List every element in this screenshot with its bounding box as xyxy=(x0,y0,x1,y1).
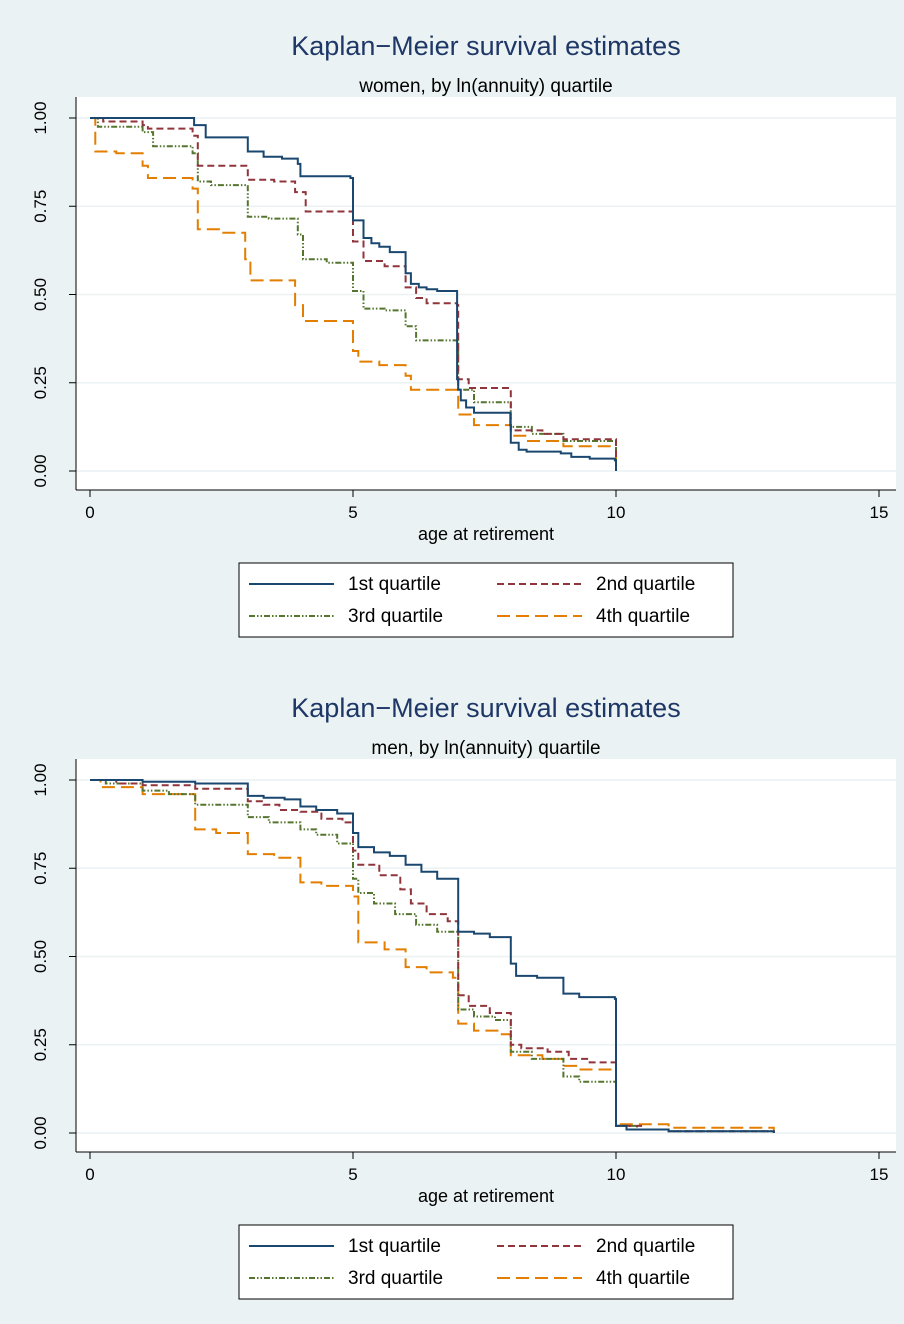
x-axis-label: age at retirement xyxy=(418,1186,554,1206)
legend-label: 1st quartile xyxy=(348,574,441,595)
series-line-q4 xyxy=(90,779,775,1133)
x-tick-label: 10 xyxy=(607,1165,626,1184)
x-tick-label: 15 xyxy=(870,1165,889,1184)
x-tick-label: 0 xyxy=(85,503,94,522)
series-line-q1 xyxy=(90,117,617,471)
y-tick-label: 0.50 xyxy=(31,940,50,973)
legend-label: 3rd quartile xyxy=(348,606,443,627)
chart-women: Kaplan−Meier survival estimates women, by… xyxy=(31,31,896,638)
legend-label: 2nd quartile xyxy=(596,574,695,595)
x-tick-label: 15 xyxy=(870,503,889,522)
series-line-q3 xyxy=(90,779,775,1133)
series-line-q2 xyxy=(90,117,617,471)
chart-men: Kaplan−Meier survival estimates men, by l… xyxy=(31,693,896,1300)
chart-subtitle: women, by ln(annuity) quartile xyxy=(358,76,612,97)
legend-label: 4th quartile xyxy=(596,1268,690,1289)
y-tick-label: 0.00 xyxy=(31,1116,50,1149)
legend-label: 4th quartile xyxy=(596,606,690,627)
legend-box xyxy=(238,1224,734,1300)
series-line-q4 xyxy=(90,117,617,471)
x-tick-label: 5 xyxy=(348,1165,357,1184)
y-tick-label: 0.50 xyxy=(31,278,50,311)
x-tick-label: 5 xyxy=(348,503,357,522)
x-tick-label: 0 xyxy=(85,1165,94,1184)
chart-subtitle: men, by ln(annuity) quartile xyxy=(371,738,600,759)
series-line-q3 xyxy=(90,117,617,471)
plot-region xyxy=(76,97,896,490)
series-line-q2 xyxy=(90,779,775,1133)
x-axis-label: age at retirement xyxy=(418,524,554,544)
y-tick-label: 0.00 xyxy=(31,454,50,487)
chart-title: Kaplan−Meier survival estimates xyxy=(291,693,680,723)
legend-box xyxy=(238,562,734,638)
x-tick-label: 10 xyxy=(607,503,626,522)
y-tick-label: 1.00 xyxy=(31,101,50,134)
y-tick-label: 0.25 xyxy=(31,1028,50,1061)
legend-label: 2nd quartile xyxy=(596,1236,695,1257)
series-line-q1 xyxy=(90,779,775,1133)
y-tick-label: 1.00 xyxy=(31,763,50,796)
plot-region xyxy=(76,759,896,1152)
y-tick-label: 0.25 xyxy=(31,366,50,399)
legend-label: 3rd quartile xyxy=(348,1268,443,1289)
legend-label: 1st quartile xyxy=(348,1236,441,1257)
y-tick-label: 0.75 xyxy=(31,852,50,885)
y-tick-label: 0.75 xyxy=(31,190,50,223)
chart-title: Kaplan−Meier survival estimates xyxy=(291,31,680,61)
